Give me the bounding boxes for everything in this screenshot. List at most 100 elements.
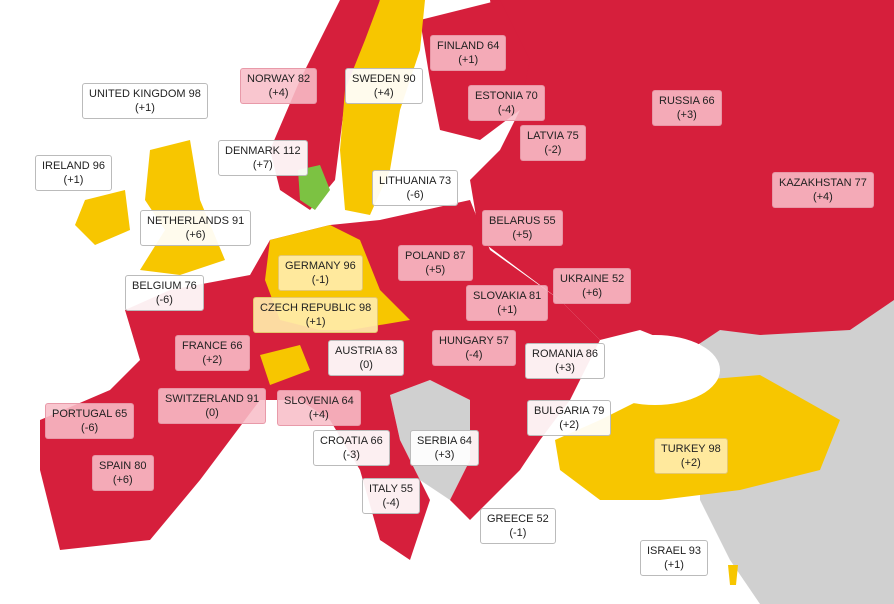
country-score: KAZAKHSTAN 77 <box>779 177 867 189</box>
score-change: (-6) <box>155 294 173 306</box>
country-score: ESTONIA 70 <box>475 90 538 102</box>
score-change: (-2) <box>544 144 562 156</box>
yellow-region <box>140 140 225 275</box>
country-score: SWITZERLAND 91 <box>165 393 260 405</box>
score-change: (+1) <box>134 102 155 114</box>
country-score: CROATIA 66 <box>320 435 383 447</box>
red-region <box>470 0 894 350</box>
score-change: (+1) <box>305 316 326 328</box>
score-change: (-6) <box>81 422 99 434</box>
country-label: AUSTRIA 83 (0) <box>328 340 405 376</box>
country-label: FINLAND 64 (+1) <box>430 35 507 71</box>
country-score: LITHUANIA 73 <box>379 175 452 187</box>
country-score: AUSTRIA 83 <box>335 345 398 357</box>
score-change: (+3) <box>434 449 455 461</box>
country-label: ISRAEL 93 (+1) <box>640 540 709 576</box>
country-score: SWEDEN 90 <box>352 73 416 85</box>
country-label: POLAND 87 (+5) <box>398 245 473 281</box>
country-label: TURKEY 98 (+2) <box>654 438 728 474</box>
country-score: TURKEY 98 <box>661 443 721 455</box>
yellow-region <box>555 375 840 500</box>
score-change: (0) <box>205 407 219 419</box>
country-score: CZECH REPUBLIC 98 <box>260 302 372 314</box>
country-label: NORWAY 82 (+4) <box>240 68 318 104</box>
country-label: HUNGARY 57 (-4) <box>432 330 516 366</box>
country-score: FINLAND 64 <box>437 40 500 52</box>
country-label: UNITED KINGDOM 98 (+1) <box>82 83 208 119</box>
score-change: (-4) <box>382 497 400 509</box>
score-change: (-6) <box>406 189 424 201</box>
country-score: PORTUGAL 65 <box>52 408 128 420</box>
country-label: SPAIN 80 (+6) <box>92 455 154 491</box>
country-score: DENMARK 112 <box>225 145 301 157</box>
score-change: (+3) <box>676 109 697 121</box>
score-change: (+6) <box>112 474 133 486</box>
country-label: BELARUS 55 (+5) <box>482 210 563 246</box>
country-score: UNITED KINGDOM 98 <box>89 88 201 100</box>
country-label: FRANCE 66 (+2) <box>175 335 250 371</box>
country-score: SERBIA 64 <box>417 435 473 447</box>
score-change: (0) <box>359 359 373 371</box>
country-label: GREECE 52 (-1) <box>480 508 556 544</box>
country-label: NETHERLANDS 91 (+6) <box>140 210 252 246</box>
country-score: SPAIN 80 <box>99 460 147 472</box>
sea <box>590 335 720 405</box>
country-score: NORWAY 82 <box>247 73 311 85</box>
green-region <box>298 165 330 210</box>
score-change: (+4) <box>308 409 329 421</box>
country-score: HUNGARY 57 <box>439 335 509 347</box>
country-score: BULGARIA 79 <box>534 405 605 417</box>
yellow-region <box>340 0 425 215</box>
country-label: UKRAINE 52 (+6) <box>553 268 632 304</box>
country-score: GREECE 52 <box>487 513 549 525</box>
score-change: (+1) <box>497 304 518 316</box>
country-score: POLAND 87 <box>405 250 466 262</box>
score-change: (+7) <box>252 159 273 171</box>
score-change: (+5) <box>425 264 446 276</box>
country-label: KAZAKHSTAN 77 (+4) <box>772 172 874 208</box>
country-label: BELGIUM 76 (-6) <box>125 275 204 311</box>
country-label: LITHUANIA 73 (-6) <box>372 170 459 206</box>
country-label: CROATIA 66 (-3) <box>313 430 390 466</box>
score-change: (+1) <box>664 559 684 571</box>
score-change: (-1) <box>509 527 527 539</box>
score-change: (+1) <box>63 174 84 186</box>
country-label: IRELAND 96 (+1) <box>35 155 112 191</box>
country-score: BELGIUM 76 <box>132 280 197 292</box>
score-change: (+6) <box>582 287 603 299</box>
yellow-region <box>75 190 130 245</box>
yellow-region <box>728 565 738 585</box>
country-label: GERMANY 96 (-1) <box>278 255 363 291</box>
country-score: SLOVENIA 64 <box>284 395 354 407</box>
score-change: (+5) <box>512 229 533 241</box>
country-label: ITALY 55 (-4) <box>362 478 421 514</box>
country-label: ROMANIA 86 (+3) <box>525 343 606 379</box>
country-score: FRANCE 66 <box>182 340 243 352</box>
country-score: UKRAINE 52 <box>560 273 625 285</box>
country-score: RUSSIA 66 <box>659 95 715 107</box>
country-score: NETHERLANDS 91 <box>147 215 245 227</box>
country-score: LATVIA 75 <box>527 130 579 142</box>
country-score: BELARUS 55 <box>489 215 556 227</box>
score-change: (+3) <box>555 362 575 374</box>
score-change: (+2) <box>202 354 223 366</box>
country-score: IRELAND 96 <box>42 160 105 172</box>
score-change: (+4) <box>812 191 833 203</box>
score-change: (+2) <box>680 457 701 469</box>
country-score: ISRAEL 93 <box>647 545 702 557</box>
score-change: (-4) <box>497 104 515 116</box>
yellow-region <box>260 345 310 385</box>
country-label: RUSSIA 66 (+3) <box>652 90 722 126</box>
country-score: GERMANY 96 <box>285 260 356 272</box>
country-label: CZECH REPUBLIC 98 (+1) <box>253 297 379 333</box>
score-change: (+4) <box>373 87 394 99</box>
country-label: DENMARK 112 (+7) <box>218 140 308 176</box>
country-label: PORTUGAL 65 (-6) <box>45 403 135 439</box>
country-label: SLOVENIA 64 (+4) <box>277 390 361 426</box>
country-label: SWITZERLAND 91 (0) <box>158 388 267 424</box>
country-label: LATVIA 75 (-2) <box>520 125 586 161</box>
country-label: BULGARIA 79 (+2) <box>527 400 612 436</box>
country-label: SWEDEN 90 (+4) <box>345 68 423 104</box>
country-label: ESTONIA 70 (-4) <box>468 85 545 121</box>
